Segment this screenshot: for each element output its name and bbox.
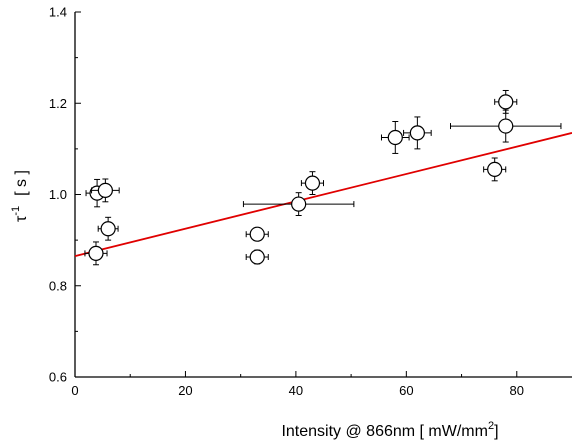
y-tick-label: 0.8 [49, 278, 67, 293]
data-point-marker [88, 245, 104, 261]
x-axis-title: Intensity @ 866nm [ mW/mm2] [281, 420, 498, 440]
axes [74, 11, 572, 378]
data-point [403, 116, 432, 150]
data-points [84, 89, 562, 266]
x-tick-label: 60 [399, 383, 413, 398]
x-tick-label: 0 [71, 383, 78, 398]
data-point-marker [291, 196, 307, 212]
y-tick-label: 1.0 [49, 187, 67, 202]
linear-fit-line [74, 132, 572, 257]
data-point-marker [249, 249, 265, 265]
data-point [91, 178, 120, 203]
data-point [97, 216, 119, 241]
data-point-marker [498, 94, 514, 110]
data-point-marker [97, 182, 113, 198]
data-point [84, 241, 108, 266]
data-point [494, 89, 518, 114]
y-tick-label: 1.4 [49, 5, 67, 20]
data-point [483, 157, 507, 182]
y-tick-label: 1.2 [49, 96, 67, 111]
data-point [380, 121, 410, 154]
data-point-marker [304, 175, 321, 191]
data-point [242, 192, 355, 216]
data-point-marker [100, 221, 116, 237]
tick-labels: 0 20 40 60 80 0.6 0.8 1.0 1.2 1.4 [49, 5, 524, 399]
data-point [450, 109, 562, 143]
y-axis-title-superscript: -1 [10, 206, 22, 216]
y-axis-title: τ-1[ s ] [10, 170, 30, 222]
data-point-marker [487, 161, 503, 178]
x-tick-label: 40 [289, 383, 303, 398]
x-tick-label: 20 [178, 383, 192, 398]
data-point-marker [249, 226, 265, 242]
x-tick-label: 80 [510, 383, 524, 398]
y-tick-label: 0.6 [49, 370, 67, 385]
data-point-marker [498, 118, 514, 134]
data-point [245, 226, 269, 242]
data-point-marker [387, 129, 403, 146]
data-point [300, 171, 324, 195]
fit-line-group [74, 132, 572, 257]
data-point-marker [409, 125, 425, 141]
data-point [245, 249, 269, 265]
x-axis-title-superscript: 2 [488, 420, 494, 432]
